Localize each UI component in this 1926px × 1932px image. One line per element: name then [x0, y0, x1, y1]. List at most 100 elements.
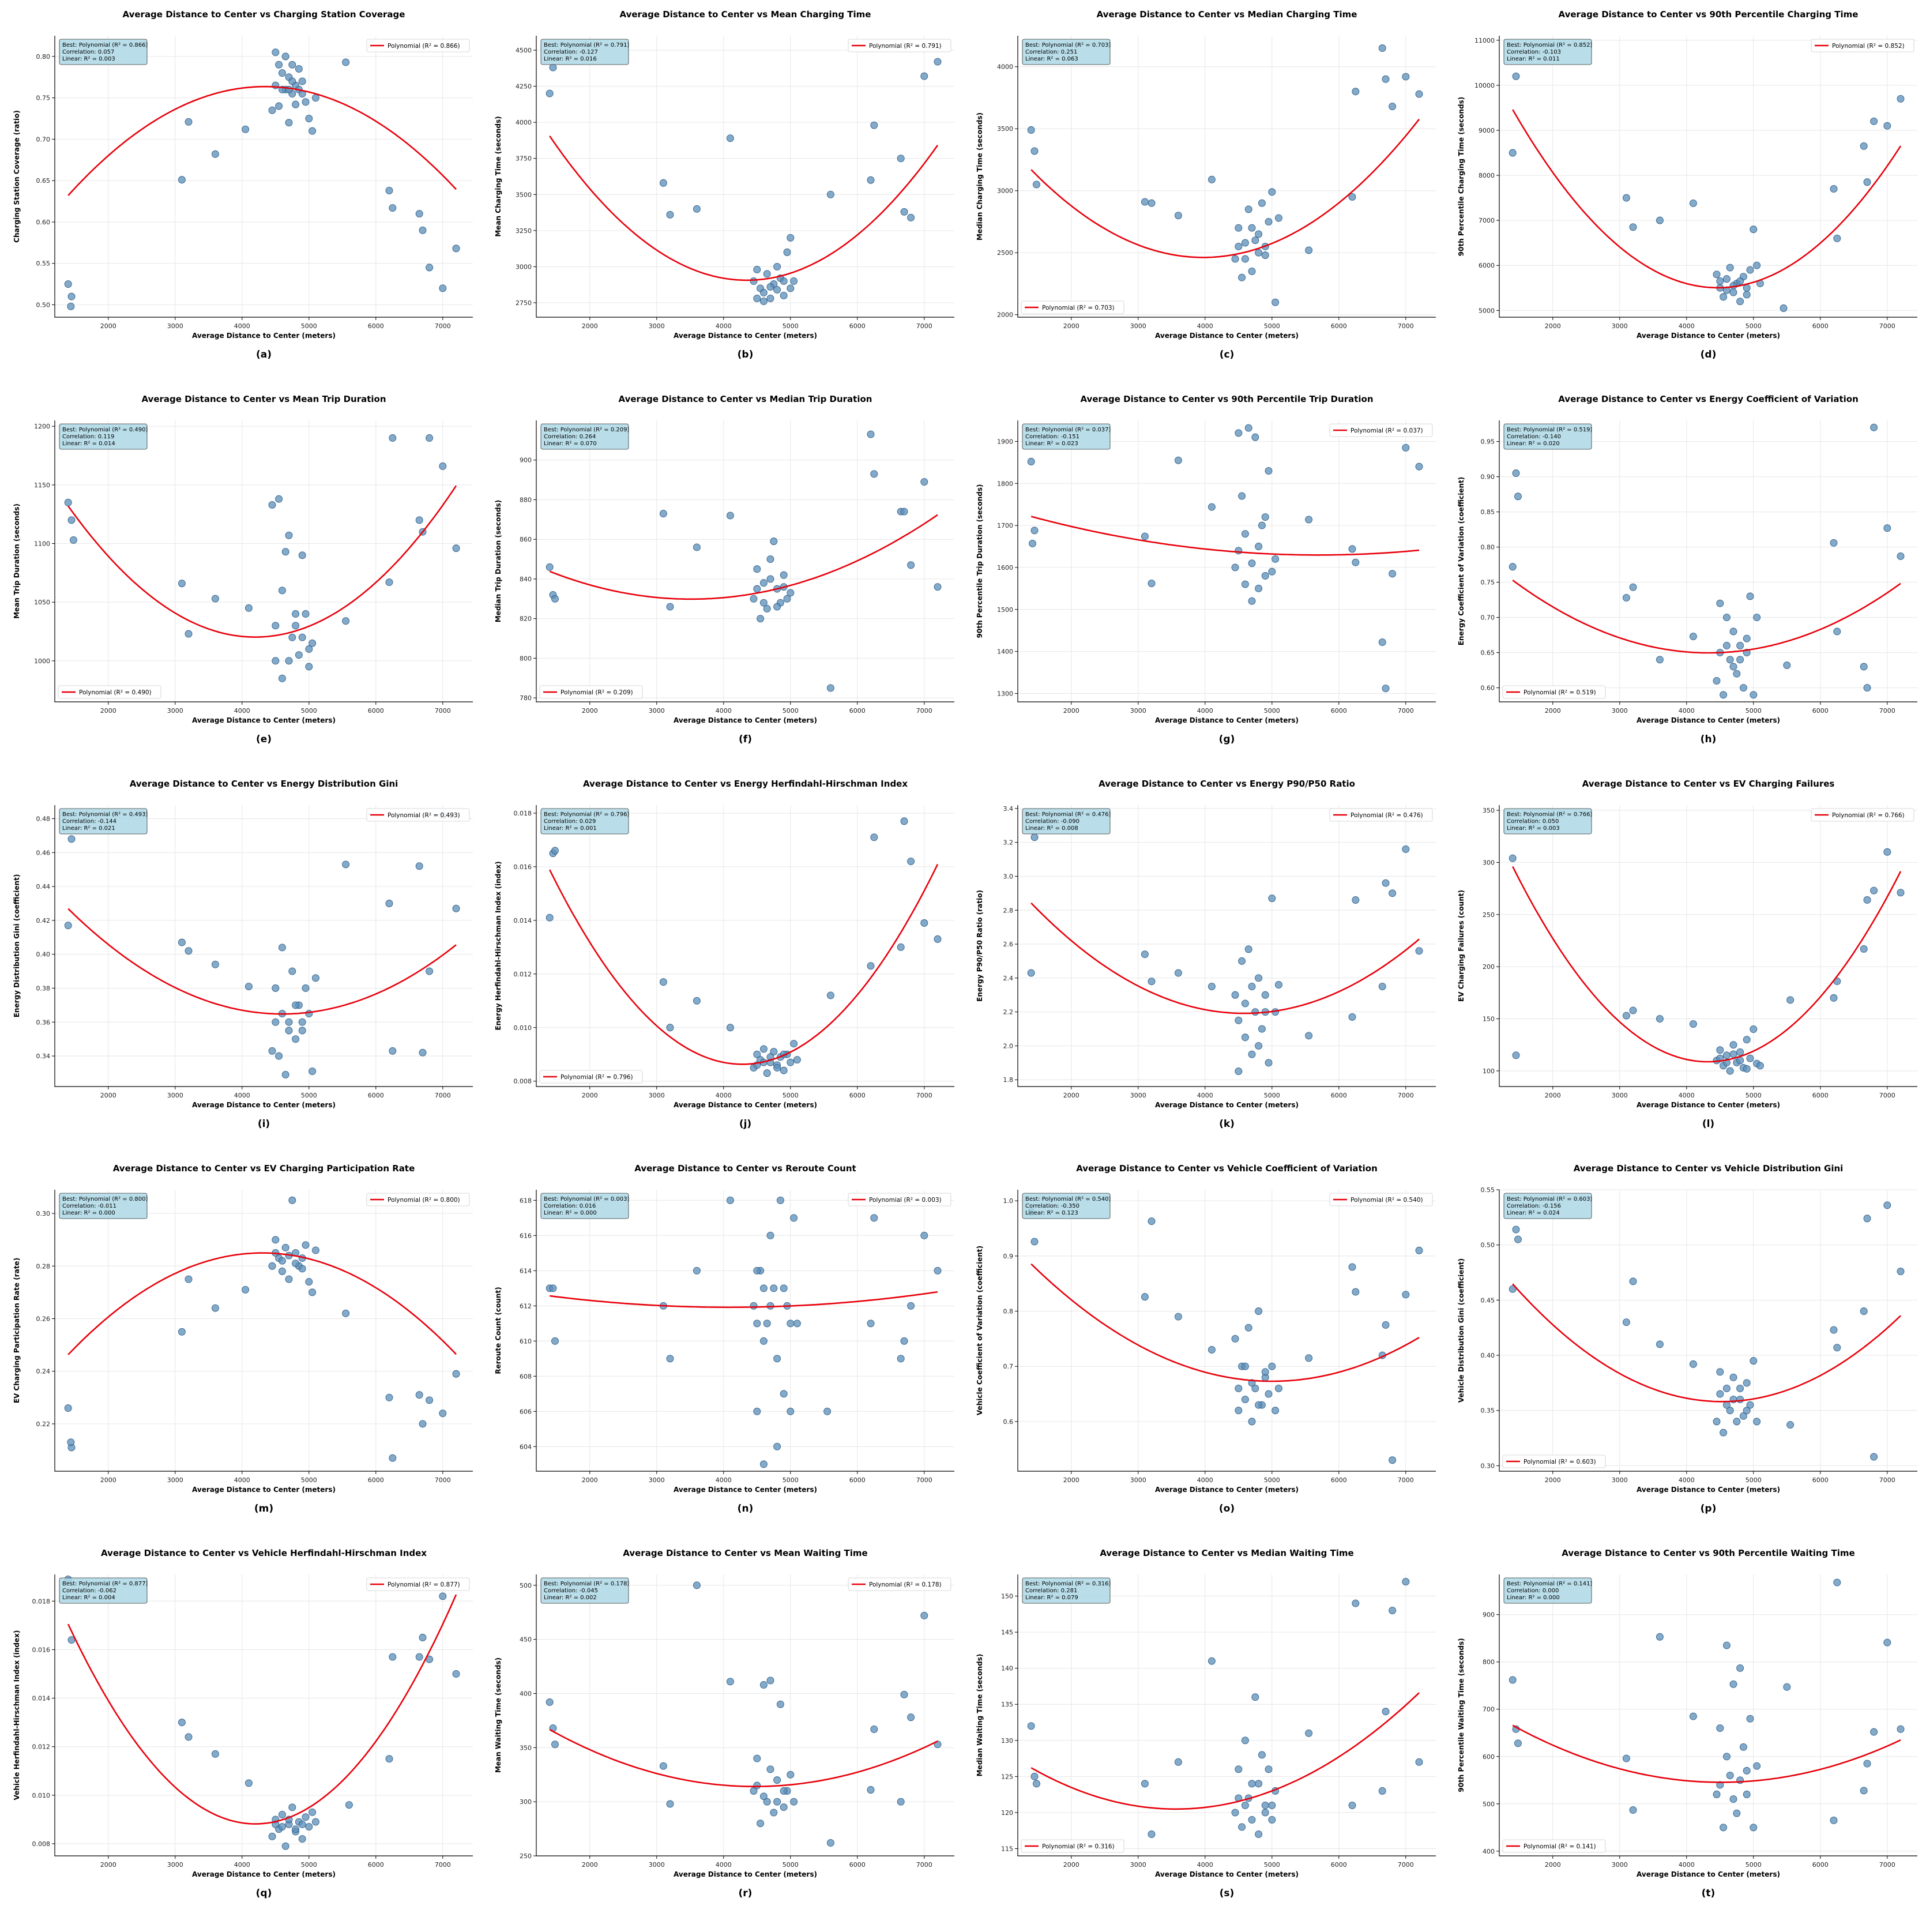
- legend-box: [1329, 1193, 1433, 1206]
- scatter-point: [1415, 90, 1423, 98]
- scatter-point: [292, 1260, 300, 1268]
- scatter-point: [272, 984, 280, 992]
- x-tick-label: 5000: [1264, 707, 1280, 715]
- scatter-point: [753, 585, 761, 593]
- scatter-point: [787, 1771, 795, 1779]
- x-tick-label: 5000: [783, 1476, 799, 1484]
- stats-box: [1503, 39, 1592, 65]
- stats-box: [1503, 808, 1592, 835]
- scatter-point: [70, 536, 77, 544]
- scatter-point: [419, 1048, 427, 1057]
- stats-line: Linear: R² = 0.020: [1507, 441, 1560, 447]
- scatter-point: [1402, 443, 1410, 452]
- scatter-point: [1860, 1307, 1868, 1315]
- y-axis-label: 90th Percentile Trip Duration (seconds): [976, 484, 984, 638]
- scatter-point: [385, 1755, 393, 1763]
- stats-box: [59, 39, 148, 65]
- scatter-point: [1733, 670, 1741, 678]
- x-tick-label: 3000: [1130, 1476, 1146, 1484]
- scatter-point: [275, 495, 283, 503]
- scatter-point: [1689, 1712, 1697, 1720]
- x-tick-label: 6000: [368, 707, 384, 715]
- x-tick-label: 7000: [435, 707, 451, 715]
- x-tick-label: 2000: [582, 1476, 598, 1484]
- scatter-point: [920, 1611, 928, 1619]
- scatter-point: [693, 205, 701, 213]
- y-axis-label: EV Charging Participation Rate (rate): [13, 1258, 21, 1403]
- legend-label: Polynomial (R² = 0.603): [1524, 1459, 1596, 1465]
- x-tick-label: 4000: [234, 1092, 250, 1099]
- scatter-point: [1251, 1693, 1259, 1701]
- scatter-point: [793, 1320, 801, 1328]
- scatter-point: [1255, 543, 1263, 550]
- chart-title: Average Distance to Center vs Energy Coe…: [1558, 394, 1859, 404]
- scatter-point: [1255, 974, 1263, 982]
- scatter-point: [1174, 456, 1182, 464]
- legend-label: Polynomial (R² = 0.490): [79, 689, 152, 696]
- scatter-point: [285, 657, 293, 665]
- scatter-point: [763, 1069, 771, 1077]
- y-tick-label: 800: [1483, 1659, 1495, 1666]
- x-tick-label: 4000: [1679, 1476, 1695, 1484]
- y-axis-label: Vehicle Coefficient of Variation (coeffi…: [976, 1246, 984, 1415]
- scatter-point: [185, 118, 193, 126]
- scatter-point: [1348, 545, 1356, 553]
- scatter-point: [1860, 1787, 1868, 1795]
- subplot-letter: (i): [258, 1118, 270, 1130]
- scatter-point: [268, 1262, 276, 1270]
- scatter-point: [1238, 492, 1246, 500]
- scatter-point: [278, 1267, 286, 1275]
- scatter-point: [1746, 266, 1754, 274]
- y-tick-label: 0.50: [1481, 1242, 1495, 1249]
- y-tick-label: 0.70: [36, 136, 51, 143]
- scatter-point: [1382, 1321, 1390, 1329]
- scatter-point: [1897, 552, 1905, 560]
- scatter-point: [1736, 298, 1744, 306]
- y-tick-label: 2500: [997, 249, 1013, 257]
- y-tick-label: 0.42: [36, 917, 51, 924]
- scatter-point: [288, 1196, 296, 1204]
- scatter-point: [773, 1776, 781, 1784]
- y-tick-label: 3.4: [1003, 805, 1014, 813]
- x-tick-label: 6000: [368, 1476, 384, 1484]
- y-tick-label: 1000: [34, 657, 50, 665]
- y-axis-label: 90th Percentile Charging Time (seconds): [1457, 97, 1465, 256]
- scatter-point: [272, 81, 280, 89]
- x-tick-label: 5000: [783, 1092, 799, 1099]
- scatter-point: [773, 1355, 781, 1363]
- scatter-point: [1622, 593, 1630, 602]
- x-tick-label: 4000: [1197, 1476, 1213, 1484]
- x-tick-label: 4000: [234, 322, 250, 330]
- axes-spines: [54, 420, 473, 702]
- scatter-point: [1402, 1291, 1410, 1299]
- scatter-point: [551, 1337, 559, 1345]
- scatter-point: [1736, 1048, 1744, 1056]
- scatter-point: [1231, 1809, 1239, 1817]
- scatter-point: [1141, 1293, 1149, 1301]
- y-tick-label: 100: [1483, 1068, 1495, 1075]
- scatter-point: [766, 295, 774, 302]
- subplot-e: 2000 3000 4000 5000 6000 7000 1000 1050 1100 1150…: [13, 394, 473, 745]
- axes-spines: [536, 36, 954, 318]
- stats-line: Linear: R² = 0.023: [1025, 441, 1078, 447]
- stats-line: Best: Polynomial (R² = 0.037): [1025, 427, 1111, 433]
- x-tick-label: 7000: [435, 1861, 451, 1869]
- scatter-point: [288, 967, 296, 975]
- polynomial-fit-line: [67, 485, 457, 638]
- scatter-point: [1378, 638, 1386, 646]
- scatter-point: [1235, 1407, 1243, 1415]
- scatter-point: [1622, 1754, 1630, 1762]
- scatter-point: [766, 1231, 774, 1239]
- scatter-point: [1348, 1801, 1356, 1809]
- scatter-point: [787, 1407, 795, 1415]
- scatter-point: [1241, 1362, 1249, 1370]
- y-tick-label: 800: [520, 655, 532, 662]
- subplot-k: 2000 3000 4000 5000 6000 7000 1.8 2.0 2.2 2.4 2.6 2…: [976, 779, 1436, 1130]
- x-tick-label: 3000: [1130, 1092, 1146, 1099]
- stats-line: Correlation: 0.029: [544, 818, 596, 825]
- scatter-point: [272, 622, 280, 630]
- x-tick-label: 5000: [301, 1476, 317, 1484]
- scatter-point: [1729, 1680, 1737, 1688]
- subplot-l: 2000 3000 4000 5000 6000 7000 100 150 200 250 300 3…: [1457, 779, 1917, 1130]
- legend-box: [848, 1193, 951, 1206]
